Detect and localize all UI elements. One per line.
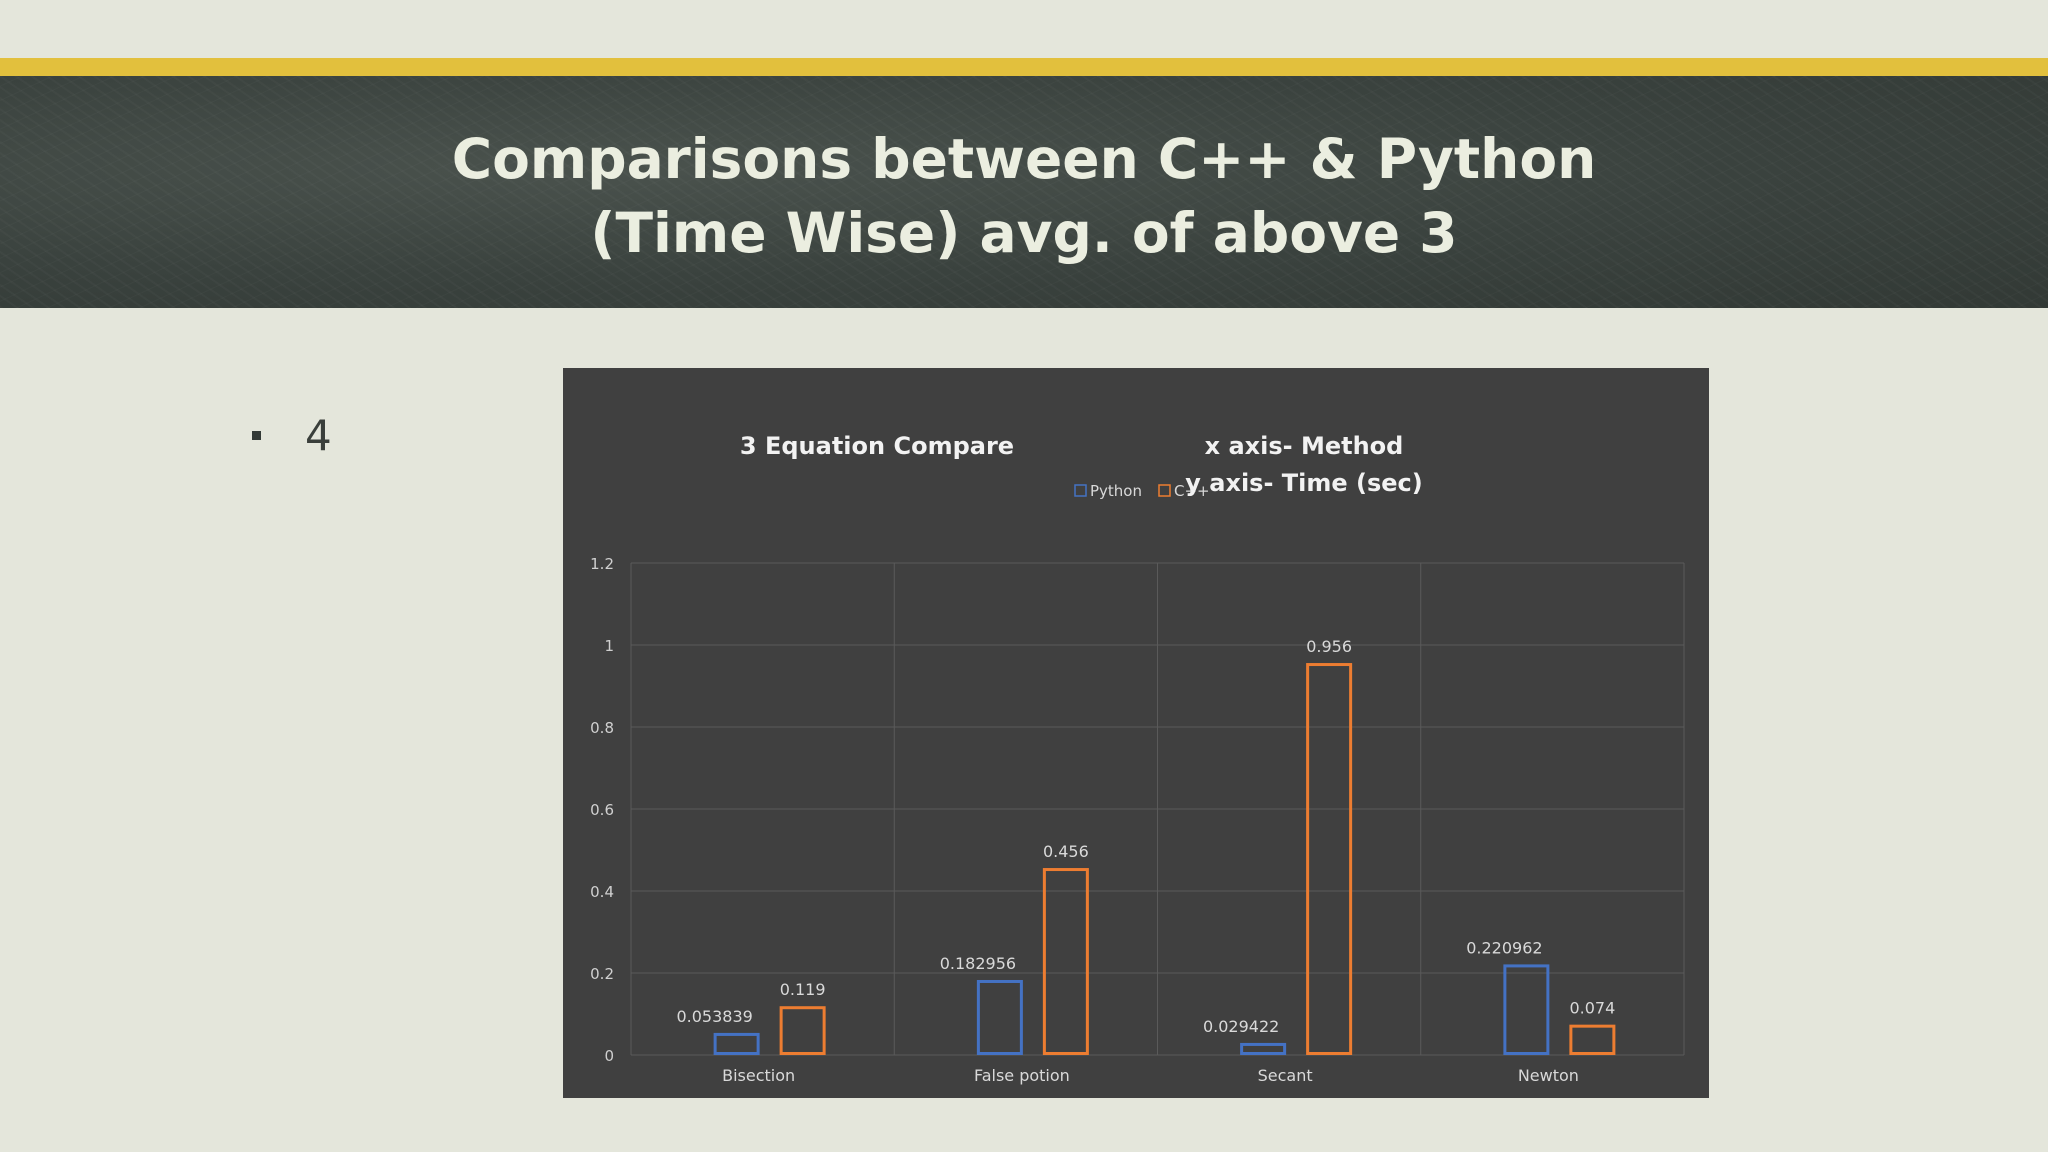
bar-c-false-potion (1042, 868, 1089, 1056)
bar-python-bisection (713, 1032, 760, 1056)
data-label: 0.053839 (676, 1007, 752, 1026)
bar-python-newton (1503, 964, 1550, 1055)
data-label: 0.182956 (940, 954, 1016, 973)
bar-chart: 0 0.2 0.4 0.6 0.8 1 1.2 0.053839 0.119 Bisection 0… (590, 432, 1685, 1085)
legend-label-cpp: C++ (1174, 482, 1210, 500)
x-tick-label: Newton (1518, 1066, 1579, 1085)
y-tick-label: 0 (604, 1047, 614, 1065)
slide-title-line-2: (Time Wise) avg. of above 3 (590, 201, 1458, 265)
accent-stripe (0, 58, 2048, 76)
data-label: 0.456 (1043, 842, 1089, 861)
y-tick-label: 0.8 (590, 719, 614, 737)
legend-swatch-python (1074, 484, 1087, 497)
slide-title-line-1: Comparisons between C++ & Python (451, 127, 1597, 191)
bullet-marker (252, 430, 261, 440)
bar-c-newton (1569, 1024, 1616, 1055)
top-band (0, 0, 2048, 58)
chart-panel[interactable]: 0 0.2 0.4 0.6 0.8 1 1.2 0.053839 0.119 Bisection 0… (563, 368, 1709, 1098)
x-tick-label: Secant (1258, 1066, 1313, 1085)
bar-python-false-potion (976, 979, 1023, 1055)
slide-title: Comparisons between C++ & Python (Time W… (0, 122, 2048, 270)
y-tick-label: 0.4 (590, 883, 614, 901)
bullet-text: 4 (305, 410, 332, 460)
chart-title: 3 Equation Compare (740, 432, 1014, 460)
bar-c-bisection (779, 1006, 826, 1056)
x-tick-label: False potion (974, 1066, 1070, 1085)
data-label: 0.119 (780, 980, 826, 999)
x-tick-label: Bisection (722, 1066, 795, 1085)
bar-python-secant (1240, 1042, 1287, 1055)
title-header: Comparisons between C++ & Python (Time W… (0, 76, 2048, 308)
data-label: 0.029422 (1203, 1017, 1279, 1036)
y-tick-label: 1.2 (590, 555, 614, 573)
data-label: 0.220962 (1466, 938, 1542, 957)
bar-c-secant (1306, 663, 1353, 1055)
y-tick-label: 0.2 (590, 965, 614, 983)
data-label: 0.074 (1569, 999, 1615, 1018)
y-tick-label: 0.6 (590, 801, 614, 819)
legend-label-python: Python (1090, 482, 1142, 500)
y-axis-annotation: y axis- Time (sec) (1185, 469, 1422, 497)
y-tick-label: 1 (604, 637, 614, 655)
x-axis-annotation: x axis- Method (1205, 432, 1404, 460)
data-label: 0.956 (1306, 637, 1352, 656)
bullet-item: 4 (252, 410, 332, 460)
legend-swatch-cpp (1158, 484, 1171, 497)
